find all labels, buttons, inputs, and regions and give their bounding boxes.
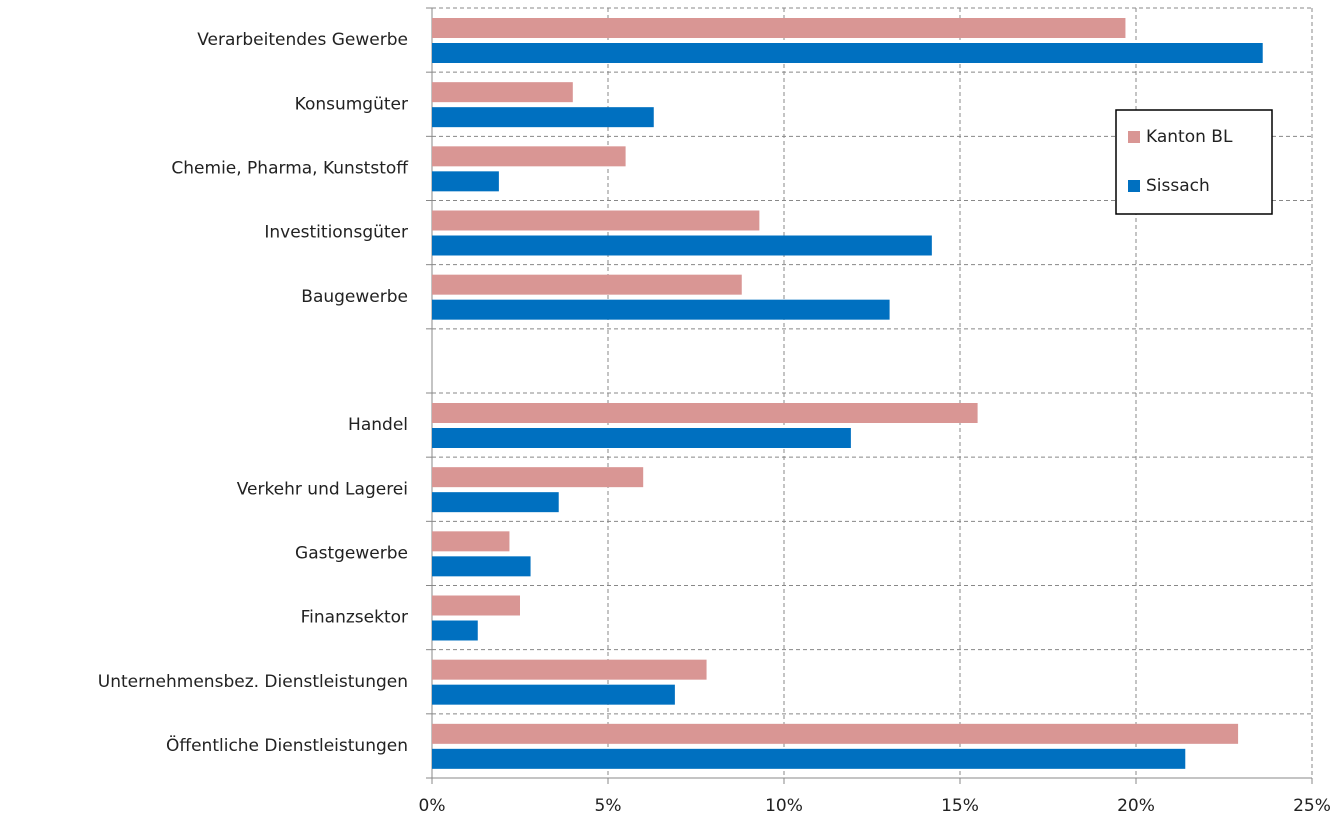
x-tick-label: 25% xyxy=(1293,796,1331,816)
bar xyxy=(432,467,644,488)
bar xyxy=(432,620,478,641)
y-tick-label: Öffentliche Dienstleistungen xyxy=(166,734,408,756)
y-tick-label: Baugewerbe xyxy=(301,287,408,307)
bar xyxy=(432,43,1263,63)
bar xyxy=(432,18,1126,38)
legend-swatch xyxy=(1128,180,1140,192)
y-tick-label: Handel xyxy=(348,415,408,435)
y-tick-label: Unternehmensbez. Dienstleistungen xyxy=(98,672,408,692)
bar xyxy=(432,723,1239,744)
bar xyxy=(432,210,760,231)
bar xyxy=(432,428,851,448)
bar xyxy=(432,492,559,513)
y-tick-label: Verkehr und Lagerei xyxy=(237,479,408,499)
y-tick-label: Konsumgüter xyxy=(295,94,408,114)
bar xyxy=(432,146,626,167)
x-tick-label: 15% xyxy=(941,796,979,816)
bar xyxy=(432,556,531,577)
bar xyxy=(432,299,890,320)
bar xyxy=(432,235,932,256)
bar xyxy=(432,659,707,680)
legend-label: Sissach xyxy=(1146,176,1210,196)
bar xyxy=(432,171,499,192)
bar xyxy=(432,748,1186,769)
bar xyxy=(432,107,654,128)
bar xyxy=(432,82,573,103)
y-tick-label: Gastgewerbe xyxy=(295,543,408,563)
bar xyxy=(432,403,978,423)
x-tick-label: 20% xyxy=(1117,796,1155,816)
legend-box xyxy=(1115,109,1273,215)
y-tick-label: Chemie, Pharma, Kunststoff xyxy=(171,158,409,178)
bar xyxy=(432,595,520,616)
y-tick-label: Verarbeitendes Gewerbe xyxy=(197,30,408,50)
legend-label: Kanton BL xyxy=(1146,127,1233,147)
y-tick-label: Investitionsgüter xyxy=(264,223,408,243)
legend-swatch xyxy=(1128,131,1140,143)
x-tick-label: 0% xyxy=(419,796,446,816)
bar xyxy=(432,531,510,552)
bar xyxy=(432,274,742,295)
x-tick-label: 10% xyxy=(765,796,803,816)
x-tick-label: 5% xyxy=(595,796,622,816)
bar xyxy=(432,684,675,705)
y-tick-label: Finanzsektor xyxy=(301,608,408,628)
